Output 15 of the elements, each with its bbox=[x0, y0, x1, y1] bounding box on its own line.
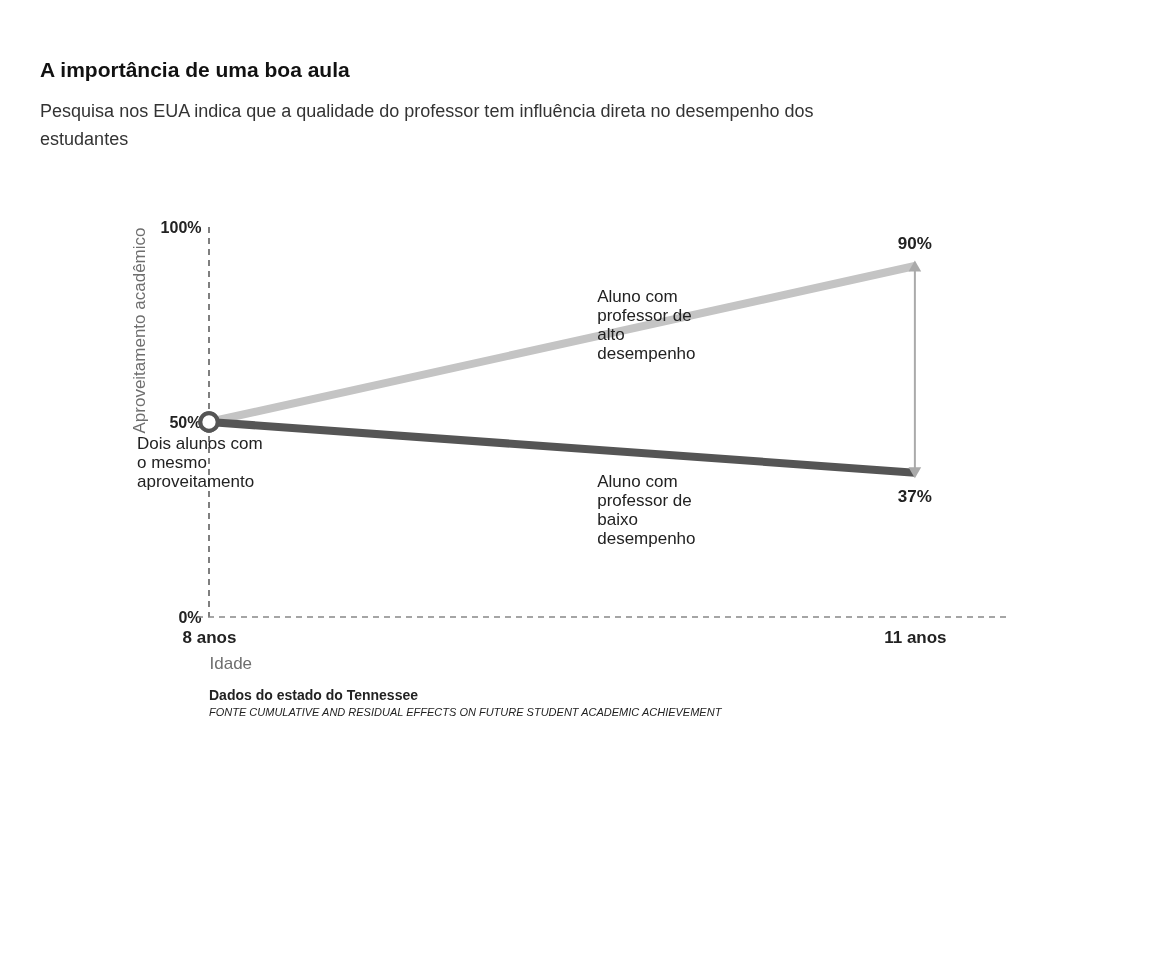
text: Dados do estado do Tennessee bbox=[209, 687, 419, 703]
x-tick-label: 8 anos bbox=[182, 627, 237, 647]
y-tick-label: 0% bbox=[178, 608, 202, 626]
data-label: 37% bbox=[897, 486, 932, 506]
x-axis-title: Idade bbox=[209, 653, 253, 673]
annotation: Dois alunos com o mesmo aproveitamento bbox=[137, 434, 263, 491]
source-note: FONTE CUMULATIVE AND RESIDUAL EFFECTS ON FUTURE STUDENT ACADEMIC ACHIEVEMENT bbox=[209, 706, 723, 718]
y-axis-title: Aproveitamento acadêmico bbox=[129, 227, 149, 434]
y-tick-label: 100% bbox=[160, 218, 202, 236]
x-tick-label: 11 anos bbox=[884, 627, 947, 647]
data-label: 90% bbox=[897, 234, 932, 253]
series-label: Aluno com professor de alto desempenho bbox=[597, 287, 696, 364]
chart-subtitle: Pesquisa nos EUA indica que a qualidade do professor tem influência direta no desempenho dos estudantes bbox=[40, 101, 814, 149]
chart-title: A importância de uma boa aula bbox=[40, 58, 351, 81]
series-label: Aluno com professor de baixo desempenho bbox=[597, 471, 696, 548]
